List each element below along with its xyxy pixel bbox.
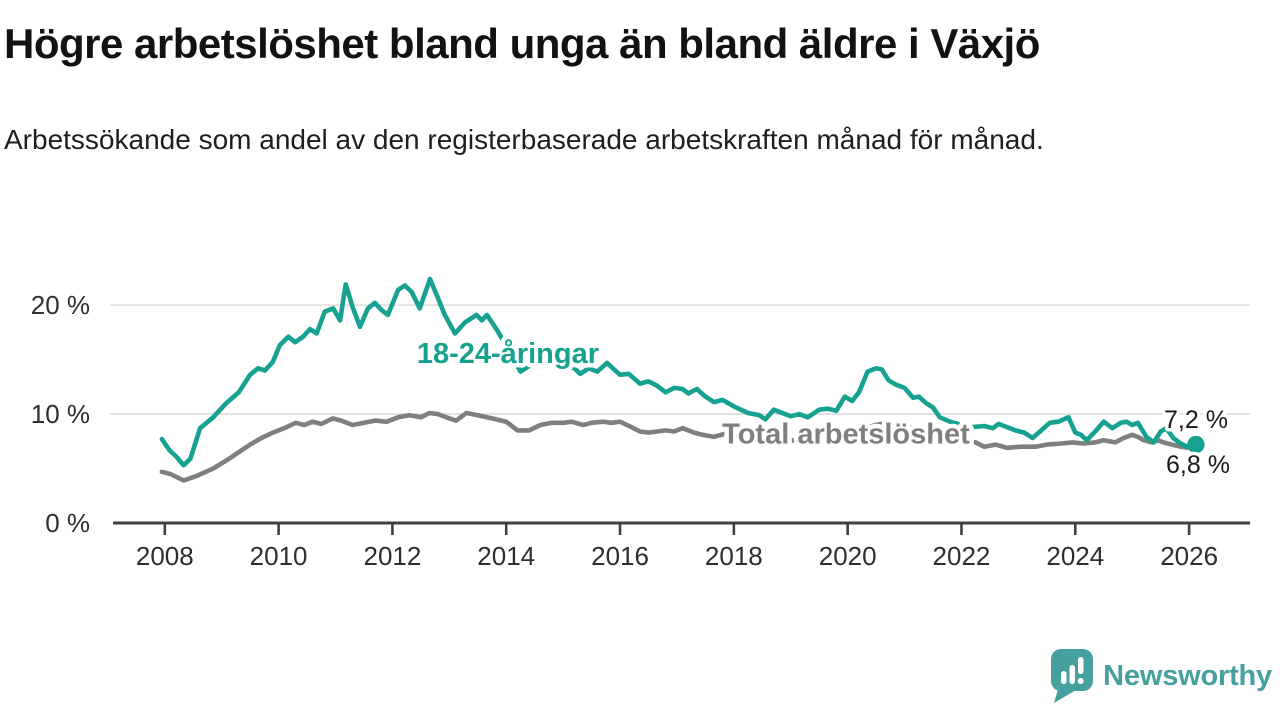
x-tick-label-2026: 2026 (1160, 541, 1218, 571)
x-tick-label-2016: 2016 (591, 541, 649, 571)
x-tick-label-2024: 2024 (1046, 541, 1104, 571)
newsworthy-wordmark: Newsworthy (1103, 659, 1272, 692)
x-tick-label-2022: 2022 (933, 541, 991, 571)
x-tick-label-2014: 2014 (477, 541, 535, 571)
end-value-label-total: 6,8 % (1166, 451, 1230, 479)
y-tick-label-20: 20 % (31, 290, 90, 320)
x-tick-label-2018: 2018 (705, 541, 763, 571)
newsworthy-logo[interactable]: Newsworthy (1050, 648, 1272, 704)
end-value-label-youth: 7,2 % (1164, 406, 1228, 434)
newsworthy-bubble-icon (1051, 649, 1094, 703)
x-tick-label-2010: 2010 (250, 541, 308, 571)
page-subtitle: Arbetssökande som andel av den registerb… (4, 124, 1044, 155)
bar-chart-exclamation-glyph (1061, 657, 1084, 684)
y-tick-label-10: 10 % (31, 399, 90, 429)
line-total (159, 410, 1200, 483)
line-youth (159, 276, 1199, 468)
x-tick-label-2020: 2020 (819, 541, 877, 571)
y-tick-label-0: 0 % (45, 508, 90, 538)
x-tick-label-2012: 2012 (363, 541, 421, 571)
page-title: Högre arbetslöshet bland unga än bland ä… (4, 20, 1040, 67)
end-dot-youth (1187, 435, 1205, 454)
x-tick-label-2008: 2008 (136, 541, 194, 571)
series-label-youth: 18-24-åringar (417, 338, 599, 370)
series-label-total: Total arbetslöshet (722, 419, 970, 451)
